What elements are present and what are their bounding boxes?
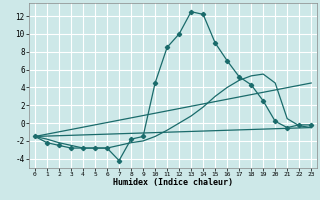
X-axis label: Humidex (Indice chaleur): Humidex (Indice chaleur) xyxy=(113,178,233,187)
